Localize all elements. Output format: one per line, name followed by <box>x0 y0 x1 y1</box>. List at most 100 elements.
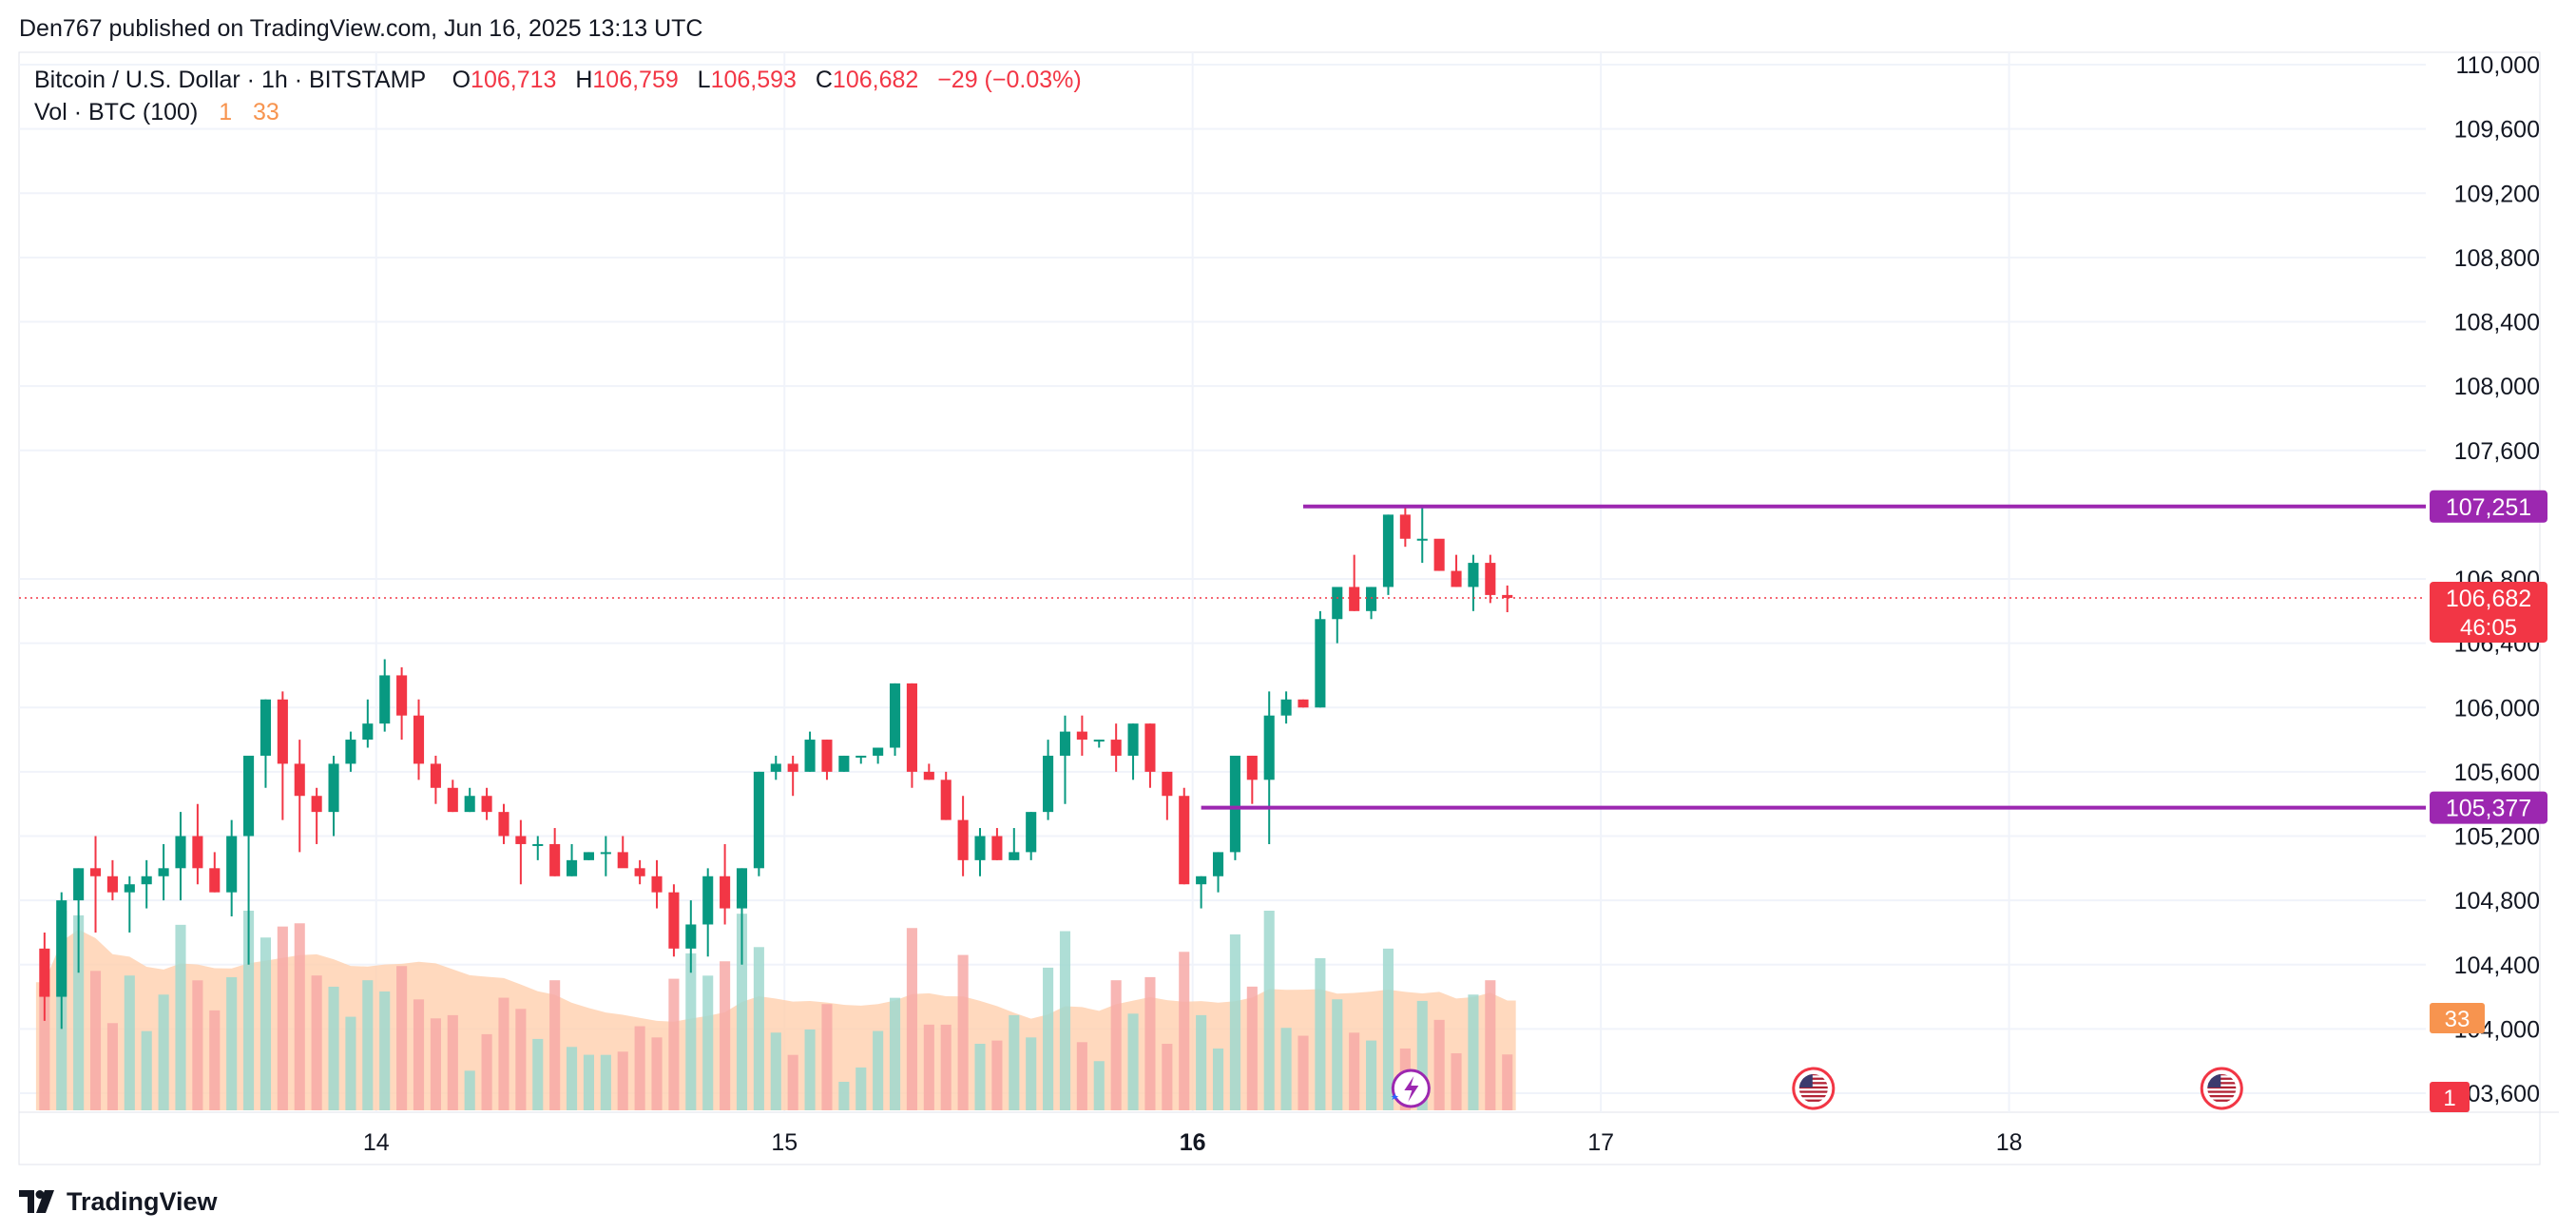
last-price-badge-label: 106,682 <box>2446 586 2531 612</box>
candle <box>1127 723 1139 780</box>
price-tick-label: 108,400 <box>2454 310 2540 337</box>
volume-bar <box>1043 967 1054 1110</box>
volume-bar <box>1196 1014 1207 1110</box>
price-axis[interactable]: 110,000 109,600 109,200 108,800 108,400 108,0… <box>2454 52 2540 1107</box>
candle <box>464 787 475 813</box>
candle <box>362 699 374 748</box>
price-tick-label: 110,000 <box>2455 52 2540 79</box>
legend-volume-value: 1 <box>219 99 233 125</box>
candle-body <box>430 763 441 788</box>
candle <box>481 787 492 820</box>
candle <box>141 859 152 909</box>
legend-symbol[interactable]: Bitcoin / U.S. Dollar · 1h · BITSTAMP <box>34 67 426 93</box>
candle-body <box>1366 587 1377 611</box>
candle <box>770 755 781 780</box>
volume-bar <box>498 997 509 1110</box>
candle-body <box>634 868 645 876</box>
candle <box>736 868 748 965</box>
volume-badge-label: 33 <box>2445 1007 2470 1032</box>
us-flag-event-icon[interactable] <box>2200 1067 2243 1110</box>
candle <box>515 819 527 885</box>
candle-body <box>106 876 118 893</box>
volume-bar <box>873 1030 884 1110</box>
us-flag-stripe <box>2207 1082 2237 1085</box>
volume-bar <box>1280 1028 1292 1110</box>
level-price-badge <box>2430 490 2547 523</box>
candle-body <box>821 740 833 772</box>
candle-body <box>89 868 102 876</box>
candle <box>567 843 578 876</box>
candle-body <box>498 812 509 837</box>
volume-bar <box>1127 1013 1139 1110</box>
candle-body <box>957 819 969 860</box>
volume-bar <box>787 1054 798 1110</box>
candle-body <box>192 836 203 869</box>
candle-body <box>1263 715 1275 780</box>
volume-bar <box>720 961 731 1110</box>
published-header: Den767 published on TradingView.com, Jun… <box>19 15 703 42</box>
candle <box>651 859 663 909</box>
candle-body <box>447 787 458 813</box>
event-marks[interactable] <box>1391 1067 2243 1110</box>
candle <box>1366 587 1377 620</box>
candle-body <box>73 868 85 901</box>
us-flag-event-icon[interactable] <box>1792 1067 1836 1110</box>
horizontal-levels[interactable] <box>1201 504 2426 810</box>
candle <box>226 819 238 917</box>
us-flag-stripe <box>1798 1077 1828 1080</box>
candle <box>1110 723 1122 772</box>
candle <box>396 666 408 741</box>
volume-bar <box>1468 994 1479 1110</box>
candle <box>89 836 102 933</box>
candle-body <box>1433 538 1445 571</box>
candle <box>192 803 203 885</box>
us-flag-stripe <box>2207 1077 2237 1080</box>
volume-bar <box>124 975 135 1110</box>
legend-volume-label[interactable]: Vol · BTC (100) <box>34 99 199 125</box>
candle <box>668 884 680 957</box>
legend-open-value: 106,713 <box>471 67 557 93</box>
volume-bar <box>1162 1044 1173 1110</box>
volume-bar <box>804 1029 816 1110</box>
flash-event-icon[interactable] <box>1391 1068 1431 1108</box>
candle-body <box>1043 755 1054 813</box>
volume-bar <box>940 1024 952 1110</box>
us-flag-stripe <box>1798 1090 1828 1093</box>
volume-bar <box>158 994 169 1110</box>
candle <box>1009 828 1020 860</box>
candle <box>1179 787 1190 885</box>
candle <box>583 852 594 860</box>
candle <box>1212 852 1224 893</box>
volume-bar <box>702 975 714 1110</box>
candle-body <box>1196 876 1207 885</box>
volume-badge <box>2430 1003 2485 1033</box>
candle <box>243 755 255 965</box>
time-axis[interactable]: 14 15 16 17 18 <box>363 1129 2023 1156</box>
volume-bar <box>1382 948 1394 1110</box>
candle <box>1280 691 1292 724</box>
candle <box>787 755 798 797</box>
candle-body <box>413 715 425 764</box>
volume-bar <box>1229 934 1240 1110</box>
us-flag-stripe <box>1798 1099 1828 1102</box>
legend-change: −29 (−0.03%) <box>937 67 1082 93</box>
candle <box>1382 514 1394 595</box>
legend-main: Bitcoin / U.S. Dollar · 1h · BITSTAMP O1… <box>34 67 1082 94</box>
candle <box>311 787 322 844</box>
candle <box>634 859 645 885</box>
candle-body <box>294 763 305 797</box>
tradingview-brand[interactable]: TradingView <box>19 1183 218 1221</box>
candle-body <box>464 796 475 813</box>
candle-body <box>702 876 714 925</box>
candle-body <box>974 836 986 860</box>
volume-bar <box>770 1032 781 1110</box>
candle <box>39 932 50 1021</box>
candle-body <box>328 763 339 813</box>
price-tick-label: 108,000 <box>2454 374 2540 400</box>
candle-body <box>753 771 764 869</box>
candle <box>328 755 339 837</box>
volume-bar <box>311 975 322 1110</box>
volume-bar <box>1315 957 1326 1110</box>
level-price-badge <box>2430 791 2547 824</box>
